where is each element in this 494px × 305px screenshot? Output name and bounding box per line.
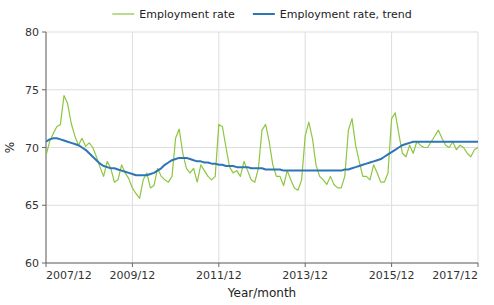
y-axis-line [46,32,47,263]
tick [478,263,479,267]
tick-label: 70 [25,142,39,155]
tick-label: 2013/12 [282,269,328,282]
tick-label: 65 [25,199,39,212]
tick [42,205,46,206]
grid-line [132,32,133,263]
tick-label: 2017/12 [432,269,478,282]
tick-label: 2009/12 [110,269,156,282]
tick [42,89,46,90]
grid-line [391,32,392,263]
series-line [46,96,478,199]
grid-line [46,32,47,263]
tick-label: 75 [25,84,39,97]
tick-label: 80 [25,26,39,39]
legend-item: Employment rate, trend [253,8,412,21]
tick [132,263,133,267]
grid-line [46,147,478,148]
series-lines [46,96,478,199]
legend-item: Employment rate [112,8,235,21]
tick [391,263,392,267]
legend-swatch [253,13,275,15]
legend: Employment rate Employment rate, trend [112,8,411,21]
tick-label: 2007/12 [46,269,92,282]
grid-line [46,32,478,33]
legend-swatch [112,13,134,14]
legend-label: Employment rate, trend [280,8,412,21]
tick [305,263,306,267]
tick [42,263,46,264]
tick-label: 2015/12 [369,269,415,282]
chart: 60 65 70 75 80 2007/12 2009/12 2011/12 2013/12 20… [0,0,494,305]
tick [42,147,46,148]
tick [46,263,47,267]
y-axis-label: % [3,142,17,153]
series-line [46,138,478,175]
tick [42,32,46,33]
grid-line [46,263,478,264]
axes: 60 65 70 75 80 2007/12 2009/12 2011/12 2013/12 20… [25,26,478,282]
x-axis-line [46,263,478,264]
grid-line [218,32,219,263]
x-axis-label: Year/month [227,286,296,300]
tick-label: 2011/12 [196,269,242,282]
legend-label: Employment rate [139,8,235,21]
grid-line [46,89,478,90]
tick-label: 60 [25,257,39,270]
tick [218,263,219,267]
grid-line [46,205,478,206]
background [0,0,494,305]
grid [46,32,478,263]
